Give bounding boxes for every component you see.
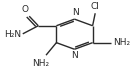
Text: NH₂: NH₂ (32, 59, 49, 68)
Text: N: N (72, 8, 79, 17)
Text: H₂N: H₂N (4, 30, 21, 39)
Text: N: N (71, 51, 78, 60)
Text: O: O (21, 5, 28, 14)
Text: NH₂: NH₂ (113, 38, 130, 47)
Text: Cl: Cl (91, 2, 100, 11)
